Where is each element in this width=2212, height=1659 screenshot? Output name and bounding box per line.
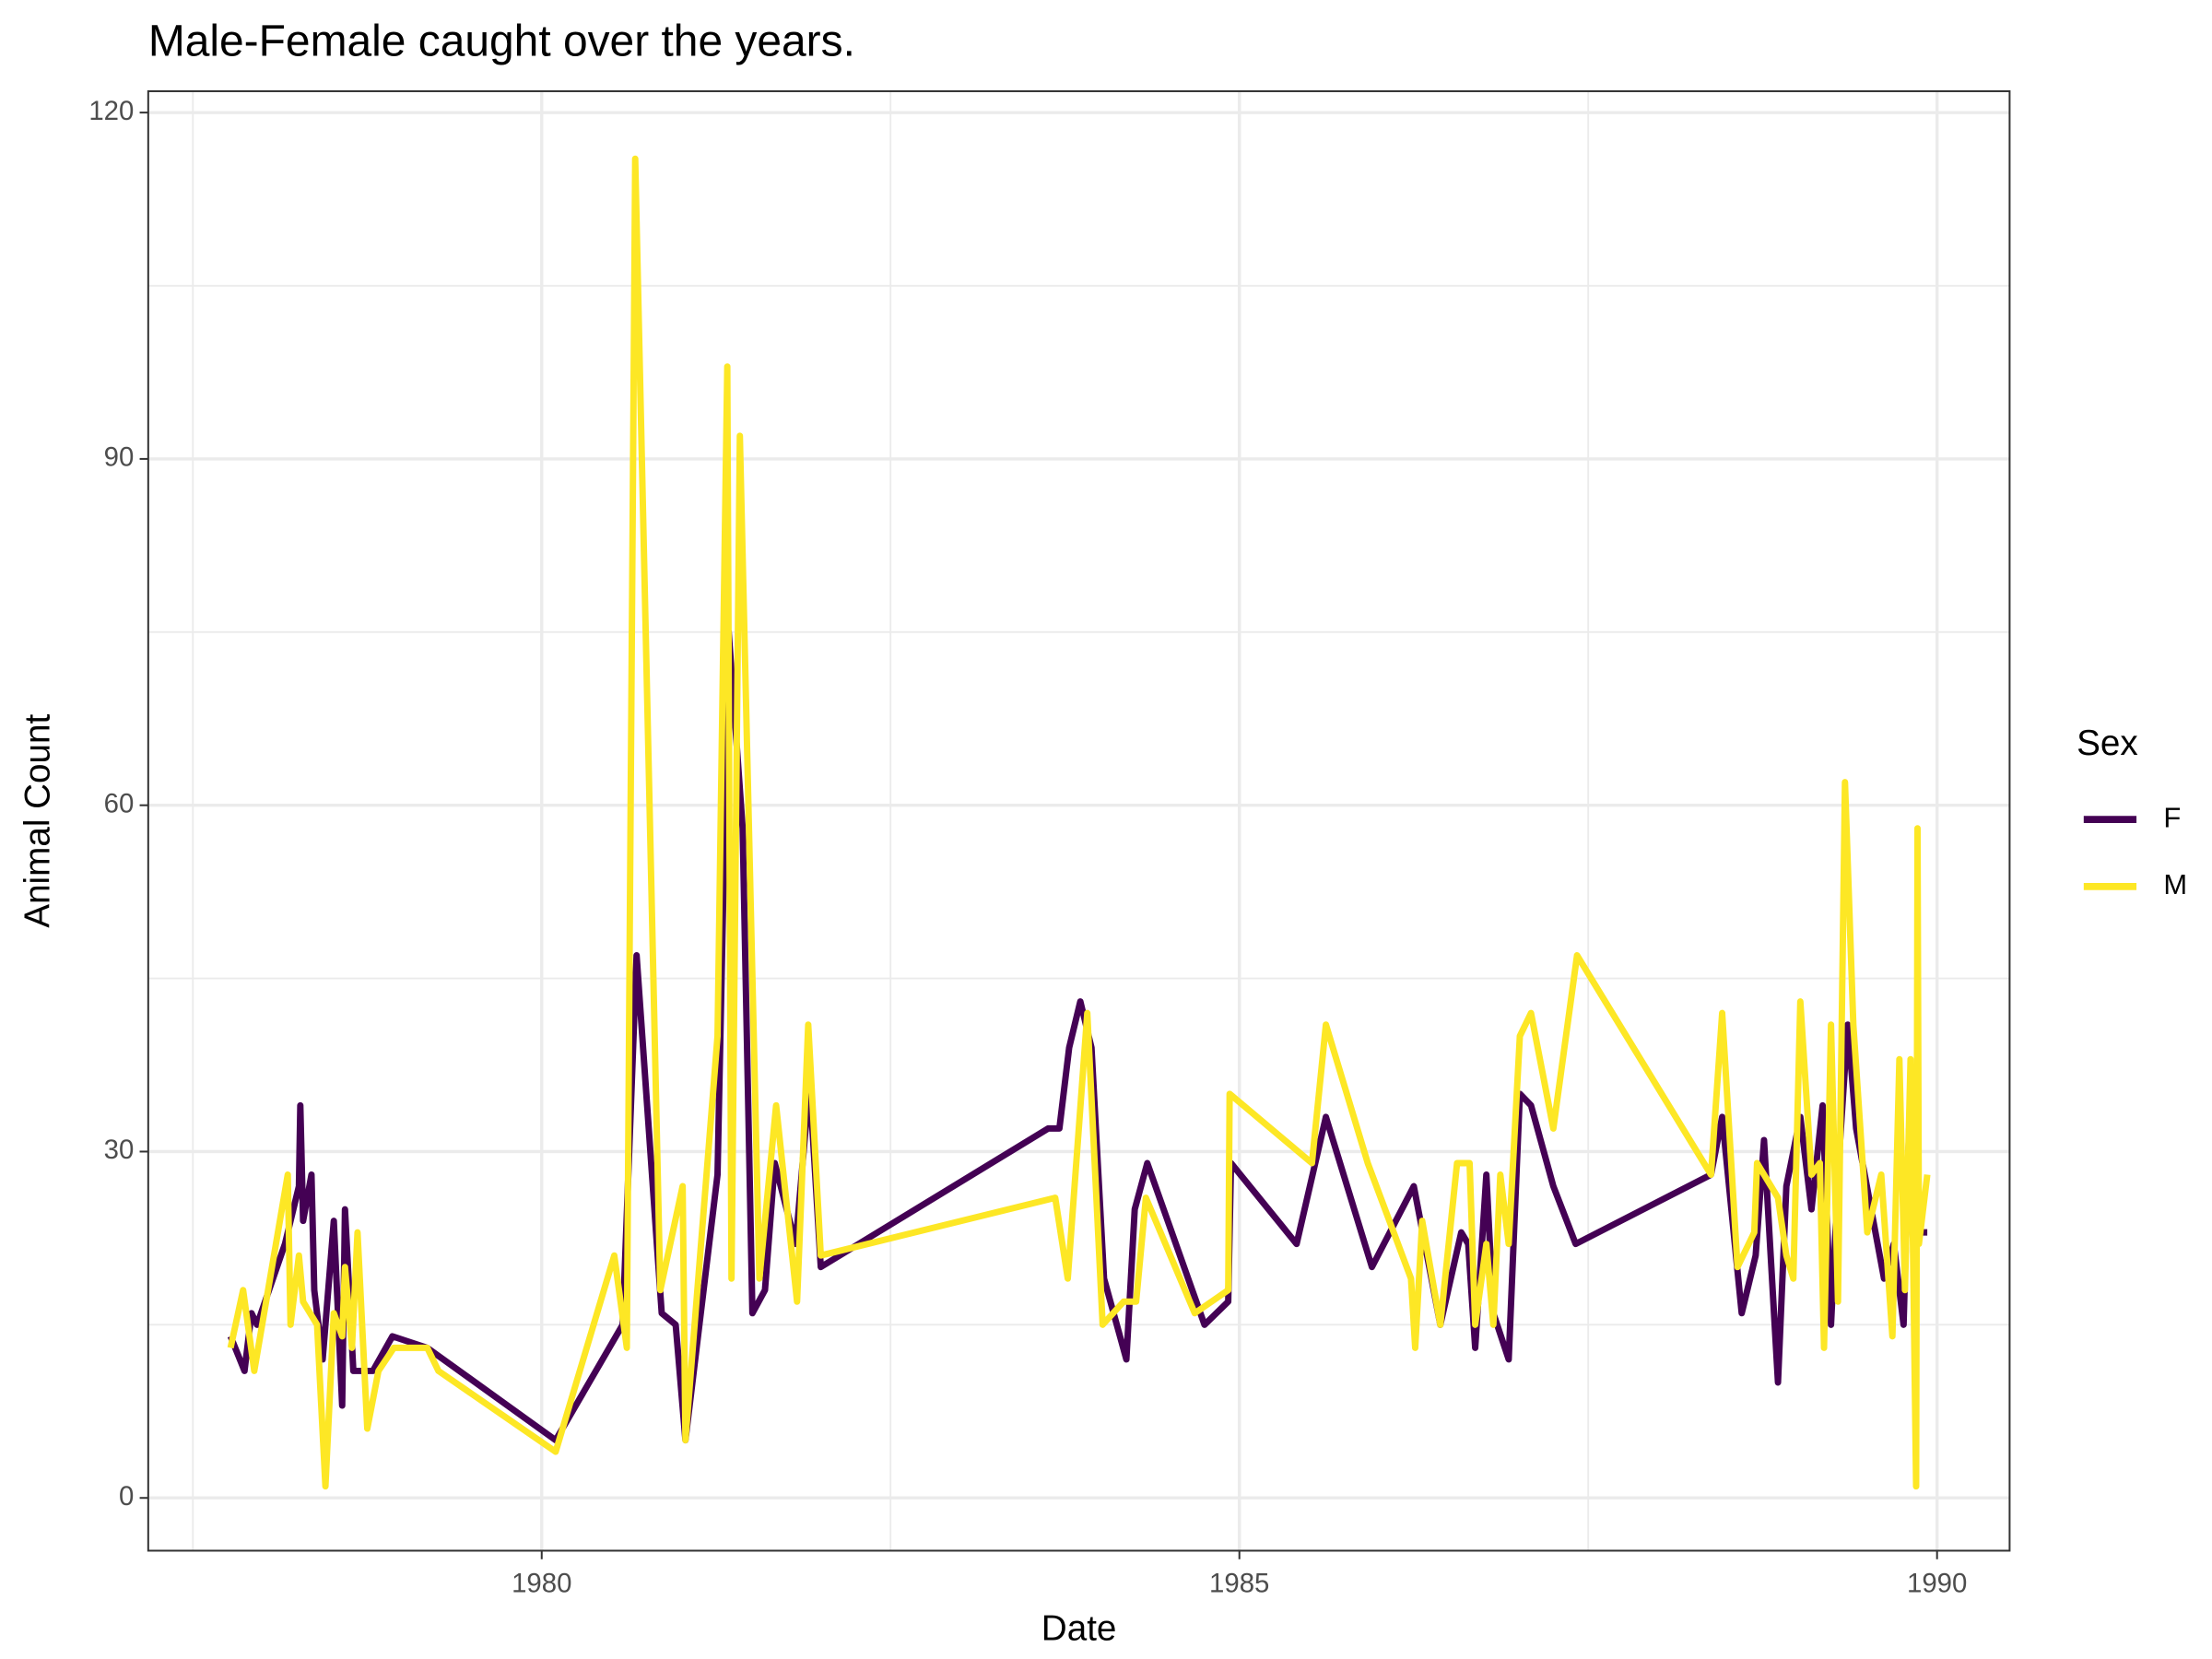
plot-lines bbox=[227, 155, 1931, 1490]
x-tick-label: 1985 bbox=[1209, 1568, 1269, 1598]
y-tick-label: 60 bbox=[104, 788, 135, 818]
series-line bbox=[227, 155, 1931, 1490]
legend: Sex F M bbox=[2077, 724, 2187, 900]
y-tick-label: 30 bbox=[104, 1135, 135, 1165]
x-tick-label: 1980 bbox=[512, 1568, 571, 1598]
y-axis-title: Animal Count bbox=[18, 713, 58, 927]
x-axis-title: Date bbox=[1041, 1608, 1117, 1648]
y-tick-label: 0 bbox=[119, 1481, 134, 1512]
series-line bbox=[227, 629, 1928, 1444]
grid bbox=[147, 90, 2010, 1551]
y-tick-label: 90 bbox=[104, 442, 135, 473]
axes: 1980 1985 1990 0 30 60 90 120 bbox=[88, 96, 1967, 1598]
legend-label: F bbox=[2163, 801, 2181, 833]
panel-border bbox=[147, 89, 2011, 1552]
legend-label: M bbox=[2163, 868, 2187, 900]
y-tick-label: 120 bbox=[88, 96, 134, 126]
x-tick-label: 1990 bbox=[1907, 1568, 1967, 1598]
chart-title: Male-Female caught over the years. bbox=[148, 18, 855, 66]
legend-title: Sex bbox=[2077, 724, 2138, 763]
